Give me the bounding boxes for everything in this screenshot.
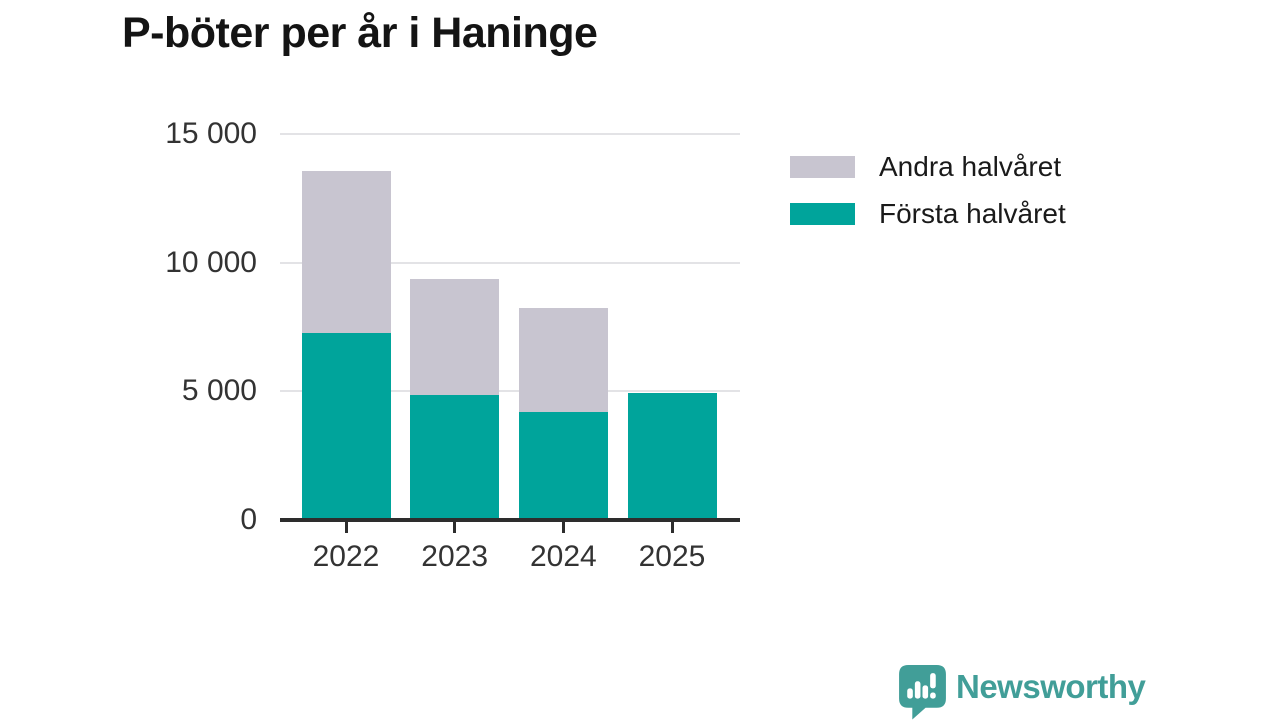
- x-tick-2022: [344, 522, 348, 533]
- bar-2023-second-half: [410, 279, 500, 396]
- legend-swatch-second-half: [790, 155, 855, 178]
- legend-swatch-first-half: [790, 202, 855, 225]
- x-tick-label: 2022: [312, 540, 380, 573]
- plot-area: 0 5 000 10 000 15 000 2022 2023 2024 2025: [165, 119, 740, 572]
- gridline-15000: [280, 133, 740, 135]
- x-tick-2025: [670, 522, 674, 533]
- bar-2025-first-half: [627, 392, 717, 520]
- legend: Andra halvåret Första halvåret: [790, 143, 1066, 237]
- x-tick-label: 2024: [529, 540, 597, 573]
- logo-exclamation-line-icon: [930, 673, 936, 689]
- y-tick-label: 15 000: [165, 117, 257, 150]
- y-tick-label: 10 000: [165, 245, 257, 279]
- logo-exclamation-dot-icon: [930, 692, 936, 699]
- x-tick-label: 2025: [638, 540, 706, 573]
- legend-label-first-half: Första halvåret: [879, 197, 1066, 229]
- chart-title: P-böter per år i Haninge: [122, 9, 598, 57]
- y-tick-label: 5 000: [181, 374, 257, 408]
- bar-2022-first-half: [301, 333, 391, 520]
- x-tick-label: 2023: [421, 540, 489, 573]
- legend-item-andra-halvaret: Andra halvåret: [790, 143, 1066, 190]
- x-tick-2023: [453, 522, 457, 533]
- bar-2024-first-half: [518, 411, 608, 520]
- x-axis-line: [280, 518, 740, 522]
- newsworthy-logo-icon: [899, 665, 946, 720]
- y-tick-label: 0: [240, 503, 257, 536]
- bar-2024-second-half: [518, 307, 608, 412]
- logo-bar-medium-icon: [922, 685, 929, 699]
- logo-bar-tall-icon: [914, 681, 921, 699]
- newsworthy-logo-text: Newsworthy: [956, 668, 1146, 705]
- bar-2022-second-half: [301, 171, 391, 334]
- x-tick-2024: [561, 522, 565, 533]
- bar-2023-first-half: [410, 395, 500, 520]
- legend-label-second-half: Andra halvåret: [879, 150, 1062, 182]
- legend-item-forsta-halvaret: Första halvåret: [790, 190, 1066, 237]
- logo-bar-small-icon: [907, 688, 913, 699]
- gridline-5000: [280, 390, 740, 393]
- gridline-10000: [280, 261, 740, 264]
- newsworthy-branding: Newsworthy: [899, 665, 1146, 720]
